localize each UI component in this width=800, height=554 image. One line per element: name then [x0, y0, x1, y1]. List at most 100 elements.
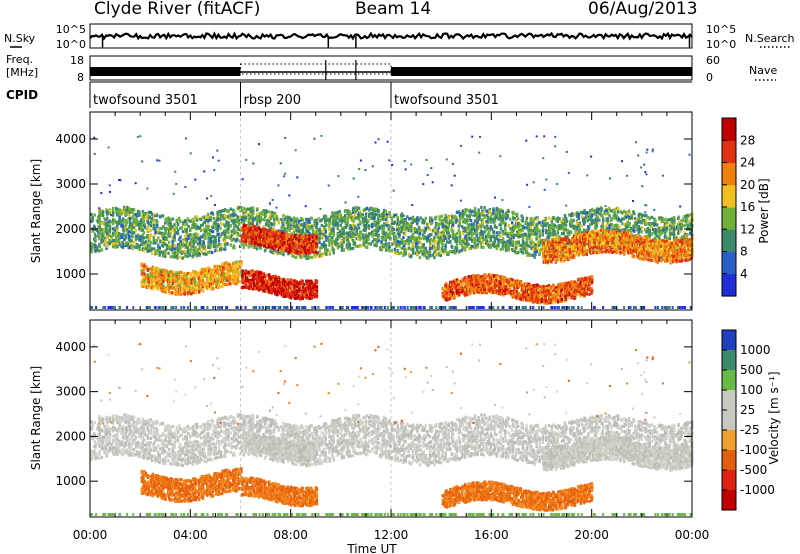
power-cell [414, 231, 416, 234]
power-cell [347, 216, 349, 219]
power-cell [209, 233, 211, 236]
power-cell [172, 217, 174, 220]
power-cell [385, 246, 387, 249]
power-cell [168, 241, 170, 244]
power-cell [182, 240, 184, 243]
power-cell [90, 247, 92, 250]
power-cell [227, 224, 229, 227]
power-cell [226, 242, 228, 245]
power-cell [200, 229, 202, 232]
power-cell [204, 232, 206, 235]
power-cell [212, 213, 214, 216]
power-cell [442, 244, 444, 247]
power-cell [293, 228, 295, 231]
power-cell [295, 256, 297, 259]
power-cell [333, 227, 335, 230]
power-cell [325, 253, 327, 256]
power-cell [426, 239, 428, 242]
power-cell [386, 221, 388, 224]
power-cell [220, 244, 222, 247]
power-cell [416, 221, 418, 224]
power-cell [440, 254, 442, 257]
power-cell [435, 216, 437, 219]
power-cell [196, 215, 198, 218]
power-cell [128, 235, 130, 238]
power-cell [91, 219, 93, 222]
power-cell [426, 223, 428, 226]
power-cell [367, 219, 369, 222]
power-cell [347, 221, 349, 224]
power-cell [438, 244, 440, 247]
power-cell [398, 241, 400, 244]
power-cell [435, 252, 437, 255]
power-cell [350, 247, 352, 250]
power-cell [209, 229, 211, 232]
power-cell [328, 244, 330, 247]
power-cell [177, 223, 179, 226]
power-cell [226, 236, 228, 239]
power-cell [356, 206, 358, 209]
power-cell [437, 232, 439, 235]
power-cell [156, 221, 158, 224]
power-cell [192, 237, 194, 240]
power-cell [150, 234, 152, 237]
power-cell [159, 246, 161, 249]
power-cell [133, 245, 135, 248]
freq-band-2 [391, 67, 692, 76]
power-cell [367, 238, 369, 241]
power-cell [252, 211, 254, 214]
power-cell [189, 254, 191, 257]
power-cell [116, 213, 118, 216]
power-cell [419, 246, 421, 249]
power-cell [278, 221, 280, 224]
power-cell [385, 210, 387, 213]
power-cell [122, 246, 124, 249]
cpid-label: CPID [6, 88, 38, 102]
power-cell [357, 245, 359, 248]
power-cell [420, 237, 422, 240]
power-cell [150, 241, 152, 244]
power-cell [402, 214, 404, 217]
power-cell [125, 224, 127, 227]
power-cell [133, 213, 135, 216]
power-cell [329, 250, 331, 253]
power-cell [339, 219, 341, 222]
power-cell [282, 214, 284, 217]
power-cell [401, 242, 403, 245]
power-cell [102, 240, 104, 243]
power-cell [179, 220, 181, 223]
power-cell [302, 228, 304, 231]
power-cell [408, 217, 410, 220]
power-cell [339, 210, 341, 213]
power-cell [217, 228, 219, 231]
cpid-segment-label: rbsp 200 [244, 93, 302, 108]
power-cell [325, 224, 327, 227]
power-cell [231, 239, 233, 242]
power-cell [122, 243, 124, 246]
power-cell [263, 218, 265, 221]
power-cell [375, 244, 377, 247]
power-cell [355, 244, 357, 247]
power-cell [109, 228, 111, 231]
power-cell [174, 251, 176, 254]
power-cell [318, 241, 320, 244]
power-cell [339, 234, 341, 237]
power-cell [363, 236, 365, 239]
power-cell [99, 223, 101, 226]
freq-band-1 [90, 67, 241, 76]
power-cell [173, 256, 175, 259]
power-cell [186, 228, 188, 231]
power-cell [126, 221, 128, 224]
power-cell [167, 252, 169, 255]
power-cell [425, 217, 427, 220]
power-cell [329, 219, 331, 222]
freq-label-line2: [MHz] [6, 66, 38, 79]
power-cell [328, 222, 330, 225]
power-cell [179, 247, 181, 250]
power-cell [197, 233, 199, 236]
power-cell [439, 215, 441, 218]
power-cell [211, 251, 213, 254]
freq-label-line1: Freq. [6, 53, 33, 66]
power-cell [273, 218, 275, 221]
